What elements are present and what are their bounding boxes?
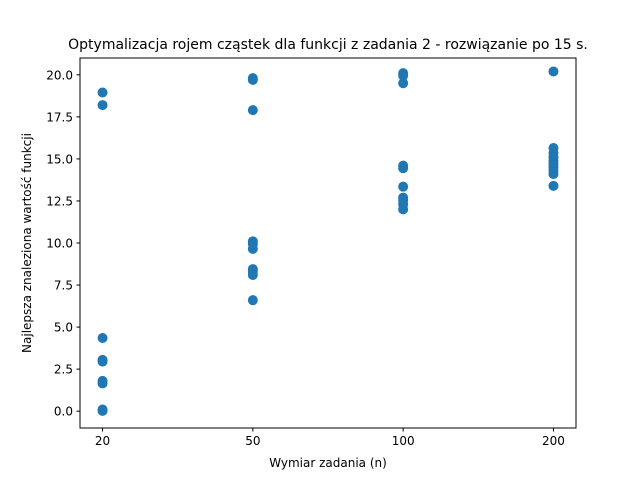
x-tick-label: 100 xyxy=(392,434,415,448)
data-point xyxy=(247,105,258,116)
data-point xyxy=(247,269,258,280)
data-point xyxy=(398,204,409,215)
y-tick-label: 5.0 xyxy=(54,321,73,335)
data-point xyxy=(97,378,108,389)
data-point xyxy=(548,180,559,191)
y-tick-label: 0.0 xyxy=(54,405,73,419)
y-tick-label: 20.0 xyxy=(46,68,73,82)
x-axis-label: Wymiar zadania (n) xyxy=(269,456,387,470)
y-tick-label: 2.5 xyxy=(54,363,73,377)
data-point xyxy=(247,74,258,85)
y-axis: 0.0 2.5 5.0 7.5 10.0 12.5 15.0 17.5 20.0 xyxy=(46,68,80,419)
y-axis-label: Najlepsza znaleziona wartość funkcji xyxy=(20,133,34,353)
y-tick-label: 17.5 xyxy=(46,110,73,124)
data-point xyxy=(398,163,409,174)
data-point xyxy=(398,181,409,192)
data-point xyxy=(247,243,258,254)
x-axis: 20 50 100 200 xyxy=(95,428,565,448)
data-point xyxy=(548,66,559,77)
chart-title: Optymalizacja rojem cząstek dla funkcji … xyxy=(68,37,588,53)
y-tick-label: 7.5 xyxy=(54,279,73,293)
x-tick-label: 50 xyxy=(245,434,260,448)
data-point xyxy=(548,169,559,180)
data-point xyxy=(398,78,409,89)
plot-frame xyxy=(79,57,577,429)
x-tick-label: 20 xyxy=(95,434,110,448)
data-point xyxy=(97,356,108,367)
data-point xyxy=(398,70,409,81)
y-tick-label: 15.0 xyxy=(46,152,73,166)
data-points xyxy=(97,66,559,416)
data-point xyxy=(97,100,108,111)
data-point xyxy=(97,87,108,98)
data-point xyxy=(97,333,108,344)
y-tick-label: 10.0 xyxy=(46,237,73,251)
data-point xyxy=(97,405,108,416)
y-tick-label: 12.5 xyxy=(46,194,73,208)
x-tick-label: 200 xyxy=(542,434,565,448)
data-point xyxy=(247,295,258,306)
